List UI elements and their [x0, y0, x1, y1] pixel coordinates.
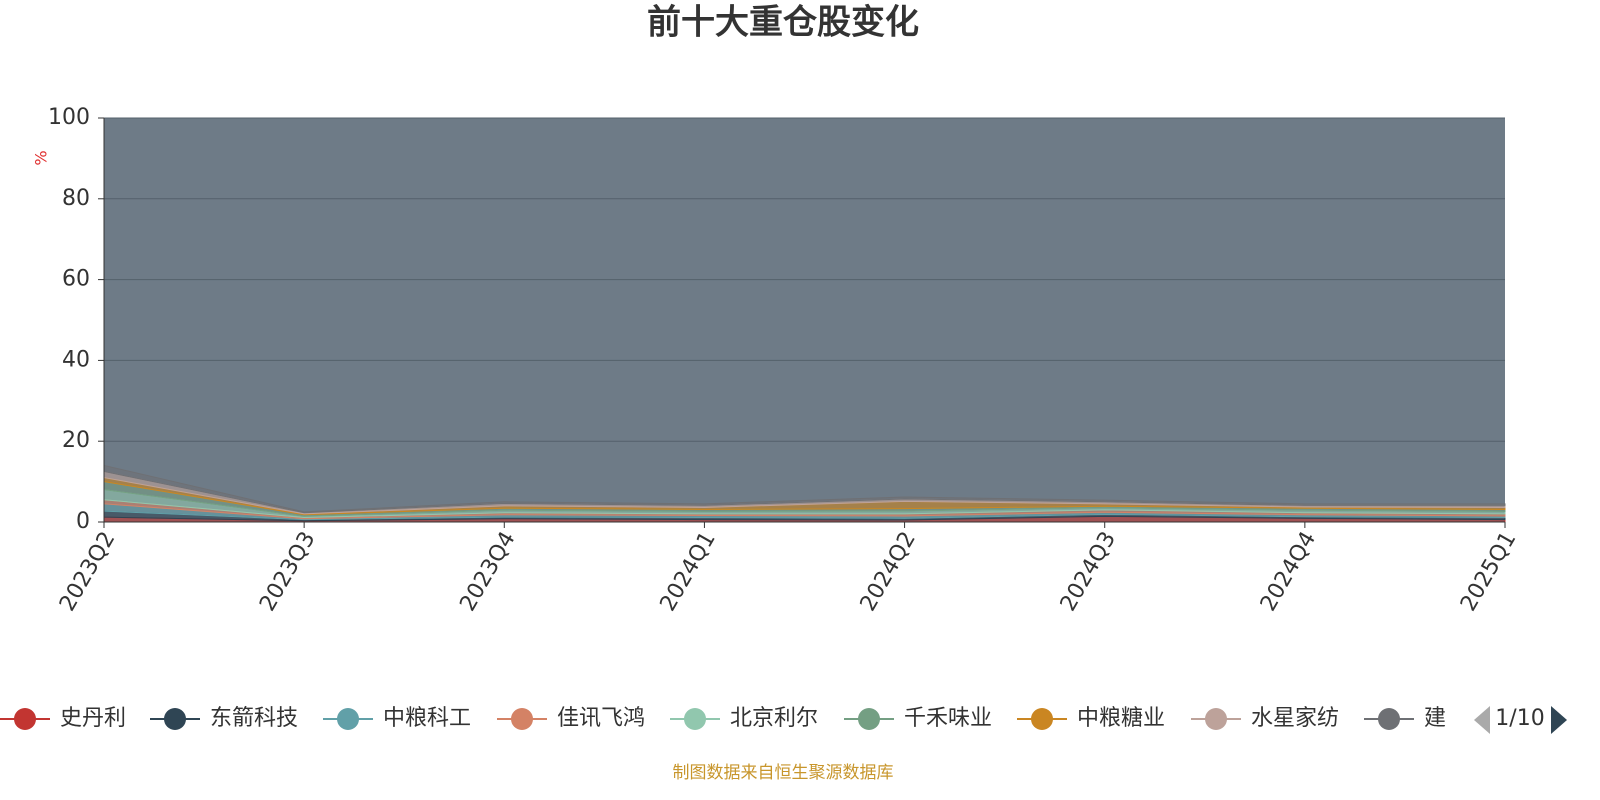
y-tick-label: 60 — [62, 267, 90, 292]
x-tick-label: 2023Q2 — [55, 528, 120, 616]
legend-label: 东箭科技 — [210, 706, 298, 731]
x-tick-label: 2024Q4 — [1256, 528, 1321, 616]
y-tick-label: 40 — [62, 347, 90, 372]
x-tick-label: 2024Q3 — [1056, 528, 1121, 616]
legend-marker — [1031, 708, 1053, 730]
y-axis-label: % — [32, 150, 51, 165]
x-tick-label: 2023Q4 — [455, 528, 520, 616]
y-tick-label: 80 — [62, 186, 90, 211]
legend-marker — [164, 708, 186, 730]
x-tick-label: 2024Q1 — [656, 528, 721, 616]
legend-marker — [1378, 708, 1400, 730]
legend-prev[interactable] — [1474, 706, 1490, 734]
legend-label: 中粮科工 — [383, 706, 471, 731]
source-note: 制图数据来自恒生聚源数据库 — [673, 763, 894, 783]
x-tick-label: 2023Q3 — [255, 528, 320, 616]
legend-marker — [14, 708, 36, 730]
legend: 史丹利 东箭科技 中粮科工 佳讯飞鸿 北京利尔 千禾味业 中粮糖业 水星家纺 建 — [0, 706, 1446, 731]
legend-marker — [337, 708, 359, 730]
y-tick-label: 0 — [76, 509, 90, 534]
legend-marker — [1205, 708, 1227, 730]
area — [103, 464, 1506, 514]
legend-marker — [684, 708, 706, 730]
x-tick-label: 2024Q2 — [856, 528, 921, 616]
legend-label: 千禾味业 — [904, 706, 992, 731]
y-tick-label: 100 — [48, 105, 90, 130]
y-tick-label: 20 — [62, 428, 90, 453]
chart-title: 前十大重仓股变化 — [647, 3, 919, 43]
legend-marker — [511, 708, 533, 730]
legend-label: 史丹利 — [60, 706, 126, 731]
legend-label: 中粮糖业 — [1077, 706, 1165, 731]
legend-label: 建 — [1424, 706, 1446, 731]
legend-next[interactable] — [1551, 706, 1567, 734]
plot-background — [104, 118, 1505, 522]
legend-label: 水星家纺 — [1251, 706, 1339, 731]
legend-label: 北京利尔 — [730, 706, 818, 731]
legend-label: 佳讯飞鸿 — [557, 706, 645, 731]
legend-marker — [858, 708, 880, 730]
legend-page: 1/10 — [1495, 706, 1544, 731]
x-tick-label: 2025Q1 — [1456, 528, 1521, 616]
areas — [103, 464, 1506, 523]
